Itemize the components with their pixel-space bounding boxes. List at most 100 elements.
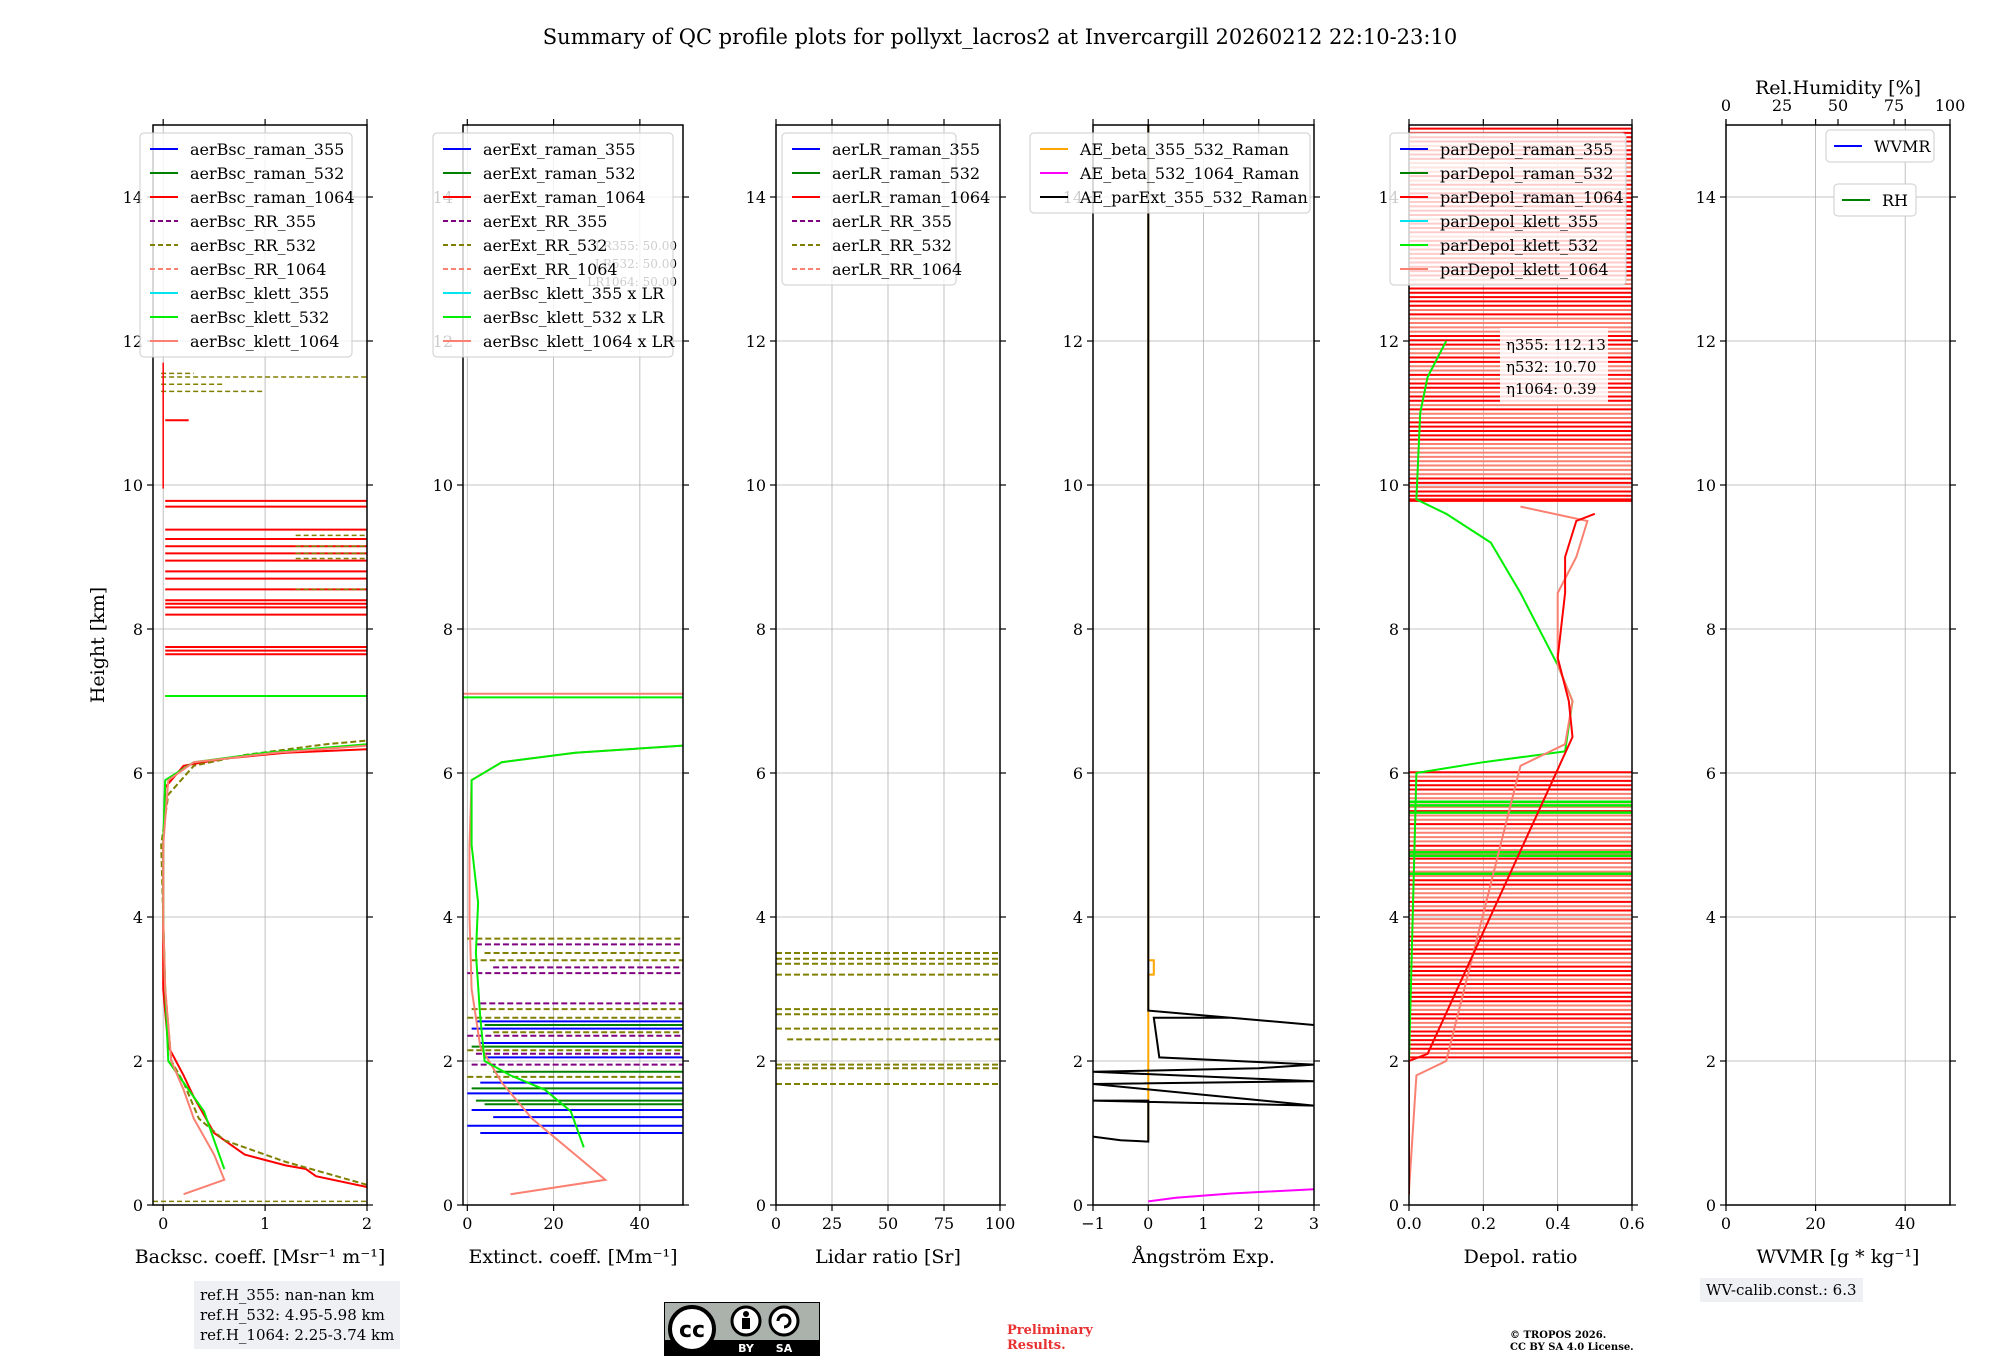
ref-height-355: ref.H_355: nan-nan km	[200, 1286, 375, 1304]
legend-entry: aerLR_raman_532	[832, 164, 980, 183]
legend-wvmr: WVMR	[1825, 129, 1935, 163]
x-tick-label: 40	[1895, 1214, 1915, 1233]
legend: parDepol_raman_355 parDepol_raman_532 parD…	[1389, 132, 1627, 286]
y-tick-label: 14	[746, 188, 766, 207]
y-tick-label: 6	[756, 764, 766, 783]
y-tick-label: 12	[1379, 332, 1399, 351]
y-tick-label: 0	[1073, 1196, 1083, 1215]
y-tick-label: 12	[123, 332, 143, 351]
x-axis-label: Depol. ratio	[1464, 1246, 1578, 1268]
legend-entry: aerBsc_klett_1064 x LR	[483, 332, 675, 351]
legend-entry: aerExt_RR_355	[483, 212, 607, 231]
y-tick-label: 0	[1706, 1196, 1716, 1215]
y-tick-label: 6	[133, 764, 143, 783]
y-tick-label: 8	[1389, 620, 1399, 639]
x-axis-label: Backsc. coeff. [Msr⁻¹ m⁻¹]	[135, 1246, 386, 1268]
x-tick-label: 0	[158, 1214, 168, 1233]
legend-box	[781, 132, 957, 286]
y-tick-label: 8	[756, 620, 766, 639]
x-tick-label: 0.0	[1396, 1214, 1421, 1233]
plot-frame	[152, 124, 368, 1206]
plot-frame	[1725, 124, 1951, 1206]
wv-calibration-box: WV-calib.const.: 6.3	[1700, 1278, 1863, 1302]
legend-box	[1389, 132, 1627, 286]
y-tick-label: 2	[756, 1052, 766, 1071]
x-tick-label: 0.2	[1471, 1214, 1496, 1233]
x-axis-label: Extinct. coeff. [Mm⁻¹]	[468, 1246, 677, 1268]
legend-entry: aerLR_RR_355	[832, 212, 952, 231]
legend-entry: aerExt_raman_532	[483, 164, 636, 183]
legend-entry: aerBsc_klett_532	[190, 308, 329, 327]
legend-entry: aerBsc_raman_532	[190, 164, 344, 183]
x-tick-label: 0	[1143, 1214, 1153, 1233]
y-tick-label: 10	[1379, 476, 1399, 495]
eta-note-bg	[1500, 328, 1608, 404]
ref-height-532: ref.H_532: 4.95-5.98 km	[200, 1306, 385, 1324]
y-tick-label: 14	[123, 188, 143, 207]
x2-tick-label: 25	[1772, 96, 1792, 115]
y-tick-label: 4	[443, 908, 453, 927]
x2-axis-label: Rel.Humidity [%]	[1755, 77, 1921, 99]
plot-frame	[1408, 124, 1633, 1206]
y-tick-label: 12	[746, 332, 766, 351]
x-tick-label: 100	[985, 1214, 1016, 1233]
x-tick-label: 75	[934, 1214, 954, 1233]
x-tick-label: 40	[630, 1214, 650, 1233]
legend-entry: aerLR_raman_355	[832, 140, 980, 159]
y-tick-label: 4	[1706, 908, 1716, 927]
x2-tick-label: 0	[1721, 96, 1731, 115]
legend: aerExt_raman_355 aerExt_raman_532 aerExt_r…	[432, 132, 675, 358]
x2-tick-label: 50	[1828, 96, 1848, 115]
legend-entry: aerLR_RR_1064	[832, 260, 962, 279]
copyright-line-2: CC BY SA 4.0 License.	[1510, 1342, 1634, 1353]
y-tick-label: 8	[1706, 620, 1716, 639]
reference-height-box: ref.H_355: nan-nan km ref.H_532: 4.95-5.…	[194, 1281, 401, 1349]
svg-text:cc: cc	[679, 1318, 705, 1343]
legend-entry: parDepol_raman_1064	[1440, 188, 1624, 207]
legend-box	[139, 132, 353, 358]
panel-wvmr: 0 2 4 6 8 10 12 14 0 20 40 WVMR [g * kg⁻¹]	[1696, 119, 1956, 1268]
plot-area	[1409, 125, 1632, 1205]
x-tick-label: 20	[1805, 1214, 1825, 1233]
legend-entry: AE_parExt_355_532_Raman	[1079, 188, 1308, 207]
legend-entry: aerBsc_klett_532 x LR	[483, 308, 665, 327]
x-tick-label: 2	[362, 1214, 372, 1233]
legend-entry: aerBsc_raman_1064	[190, 188, 355, 207]
legend-entry: aerBsc_RR_1064	[190, 260, 326, 279]
y-axis-label: Height [km]	[87, 587, 109, 703]
y-tick-label: 4	[1073, 908, 1083, 927]
cc-sa-label: SA	[776, 1342, 793, 1355]
plot-area	[776, 125, 1000, 1205]
x-tick-label: 50	[878, 1214, 898, 1233]
legend-entry: parDepol_klett_532	[1440, 236, 1598, 255]
x-tick-label: 0	[771, 1214, 781, 1233]
legend-box	[432, 132, 674, 358]
legend-entry: aerBsc_klett_1064	[190, 332, 339, 351]
x2-tick-label: 75	[1884, 96, 1904, 115]
legend-entry: aerLR_RR_532	[832, 236, 952, 255]
cc-license-badge: cc BY SA	[663, 1301, 821, 1357]
y-tick-label: 2	[1706, 1052, 1716, 1071]
x-tick-label: 1	[260, 1214, 270, 1233]
y-tick-label: 8	[443, 620, 453, 639]
y-tick-label: 4	[1389, 908, 1399, 927]
legend-entry: aerExt_raman_1064	[483, 188, 646, 207]
x-tick-label: 0	[462, 1214, 472, 1233]
ref-height-1064: ref.H_1064: 2.25-3.74 km	[200, 1326, 395, 1344]
legend-box	[1833, 183, 1917, 217]
y-tick-label: 10	[123, 476, 143, 495]
legend-entry: parDepol_klett_355	[1440, 212, 1598, 231]
y-tick-label: 2	[133, 1052, 143, 1071]
series-parDepol_raman_1064	[1409, 512, 1596, 1195]
legend: AE_beta_355_532_Raman AE_beta_532_1064_Ra…	[1029, 132, 1311, 214]
legend-entry: aerBsc_raman_355	[190, 140, 344, 159]
plot-frame	[462, 124, 684, 1206]
copyright-line-1: © TROPOS 2026.	[1510, 1330, 1607, 1341]
y-tick-label: 0	[443, 1196, 453, 1215]
legend-box	[1029, 132, 1311, 214]
legend-box	[1825, 129, 1935, 163]
y-tick-label: 0	[1389, 1196, 1399, 1215]
x2-tick-label: 100	[1935, 96, 1966, 115]
y-tick-label: 12	[1696, 332, 1716, 351]
